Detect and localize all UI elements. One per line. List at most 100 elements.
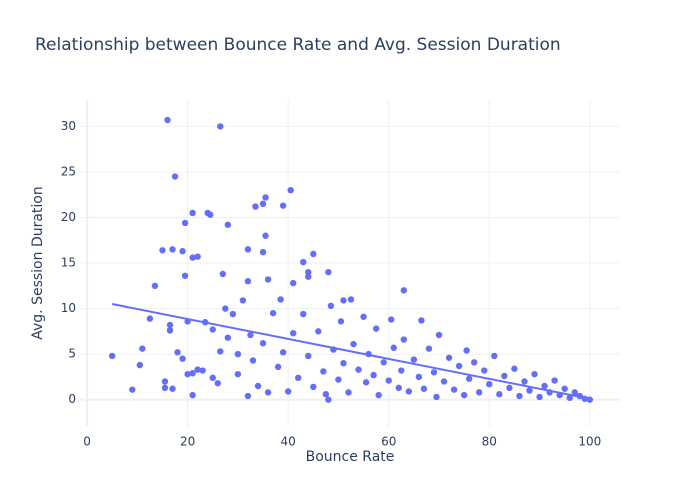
- scatter-point: [362, 379, 370, 386]
- y-tick-label: 30: [61, 119, 76, 133]
- scatter-point: [310, 250, 317, 258]
- scatter-point: [300, 310, 307, 318]
- scatter-point: [179, 355, 186, 362]
- scatter-point: [395, 384, 402, 392]
- scatter-point: [277, 296, 284, 303]
- scatter-point: [430, 369, 438, 376]
- scatter-point: [566, 394, 573, 402]
- y-tick-label: 20: [61, 210, 76, 224]
- scatter-point: [347, 296, 355, 303]
- scatter-point: [340, 360, 347, 367]
- scatter-point: [541, 382, 548, 390]
- scatter-point: [340, 297, 347, 304]
- scatter-point: [224, 221, 232, 228]
- y-tick-label: 10: [61, 301, 76, 315]
- scatter-point: [521, 378, 528, 385]
- scatter-point: [146, 315, 154, 322]
- scatter-point: [355, 366, 362, 373]
- scatter-point: [450, 386, 458, 393]
- scatter-point: [305, 268, 312, 276]
- scatter-point: [440, 378, 448, 385]
- scatter-point: [108, 352, 116, 360]
- scatter-point: [418, 317, 425, 324]
- scatter-point: [463, 347, 470, 354]
- scatter-point: [335, 376, 342, 383]
- scatter-point: [295, 374, 302, 382]
- y-tick-label: 25: [61, 164, 76, 178]
- scatter-point: [561, 385, 568, 392]
- scatter-point: [571, 389, 578, 396]
- scatter-point: [526, 387, 533, 394]
- scatter-point: [390, 344, 397, 351]
- scatter-point: [445, 354, 453, 361]
- scatter-point: [166, 327, 174, 334]
- scatter-point: [305, 352, 312, 360]
- scatter-point: [420, 385, 428, 392]
- scatter-point: [325, 396, 332, 403]
- x-tick-label: 80: [482, 435, 497, 449]
- x-tick-label: 100: [578, 435, 601, 449]
- scatter-point: [189, 370, 196, 377]
- scatter-point: [481, 367, 488, 374]
- scatter-point: [388, 316, 395, 323]
- scatter-point: [360, 313, 367, 320]
- scatter-point: [161, 378, 169, 385]
- scatter-point: [506, 384, 513, 392]
- scatter-point: [398, 367, 405, 374]
- scatter-point: [372, 325, 380, 332]
- scatter-point: [244, 246, 252, 253]
- y-tick-label: 0: [68, 392, 76, 406]
- scatter-point: [511, 365, 518, 372]
- trend-line: [111, 303, 591, 400]
- scatter-point: [159, 247, 166, 254]
- scatter-point: [189, 254, 196, 261]
- scatter-point: [433, 393, 440, 401]
- scatter-point: [254, 382, 262, 390]
- scatter-point: [279, 349, 287, 356]
- scatter-point: [491, 352, 498, 360]
- scatter-point: [207, 211, 214, 218]
- scatter-point: [214, 380, 221, 387]
- scatter-point: [179, 248, 186, 255]
- scatter-point: [194, 253, 201, 260]
- scatter-point: [259, 248, 267, 256]
- scatter-point: [222, 305, 229, 312]
- scatter-point: [247, 331, 254, 339]
- scatter-point: [415, 373, 423, 381]
- scatter-point: [181, 272, 189, 279]
- scatter-point: [199, 367, 206, 374]
- scatter-point: [531, 370, 538, 378]
- scatter-point: [219, 270, 226, 278]
- scatter-point: [310, 383, 317, 391]
- scatter-point: [209, 374, 216, 382]
- scatter-point: [181, 219, 189, 227]
- scatter-point: [184, 370, 191, 378]
- scatter-point: [279, 202, 287, 209]
- y-tick-label: 5: [68, 347, 76, 361]
- scatter-point: [169, 246, 176, 253]
- scatter-point: [264, 276, 272, 283]
- scatter-point: [289, 279, 297, 287]
- scatter-point: [259, 200, 267, 208]
- scatter-point: [171, 173, 179, 180]
- scatter-point: [380, 359, 387, 366]
- scatter-point: [337, 318, 345, 325]
- scatter-point: [189, 209, 196, 217]
- scatter-point: [189, 391, 196, 399]
- scatter-point: [322, 391, 330, 398]
- scatter-point: [262, 194, 269, 201]
- scatter-point: [217, 348, 224, 355]
- x-tick-label: 0: [83, 435, 91, 449]
- scatter-point: [224, 334, 232, 341]
- scatter-point: [465, 375, 473, 382]
- scatter-point: [209, 326, 216, 333]
- scatter-point: [136, 361, 144, 369]
- scatter-point: [217, 123, 224, 130]
- scatter-point: [284, 388, 292, 395]
- scatter-point: [244, 278, 252, 285]
- scatter-point: [345, 389, 352, 396]
- x-axis-title: Bounce Rate: [306, 449, 395, 465]
- scatter-point: [287, 186, 294, 194]
- scatter-point: [350, 340, 357, 348]
